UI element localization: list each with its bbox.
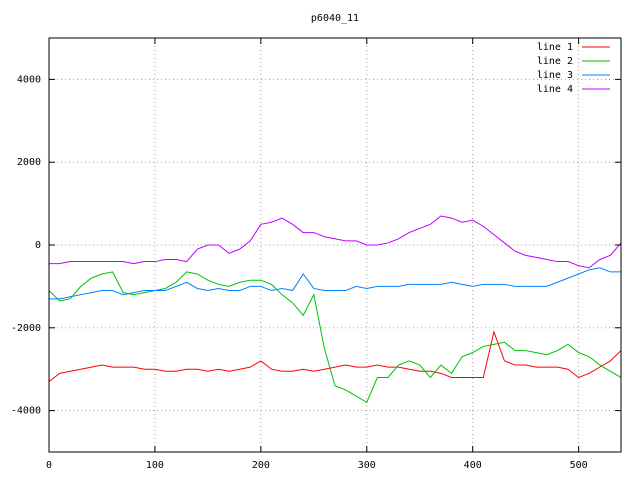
x-tick-label: 500 [570,460,588,471]
x-tick-label: 0 [46,460,52,471]
legend-label: line 4 [537,84,573,95]
x-tick-label: 300 [358,460,376,471]
legend-label: line 3 [537,70,573,81]
y-tick-label: 2000 [17,157,41,168]
x-tick-label: 400 [464,460,482,471]
y-tick-label: 4000 [17,74,41,85]
y-tick-label: 0 [35,240,41,251]
legend-label: line 2 [537,56,573,67]
data-line [49,267,621,300]
legend-label: line 1 [537,42,573,53]
data-line [48,271,622,404]
x-tick-label: 200 [252,460,270,471]
y-tick-label: -4000 [11,406,41,417]
chart-title: p6040_11 [311,13,359,24]
data-line [48,330,622,383]
y-tick-label: -2000 [11,323,41,334]
plot-border [48,37,622,453]
x-tick-label: 100 [146,460,164,471]
data-line [49,215,622,269]
